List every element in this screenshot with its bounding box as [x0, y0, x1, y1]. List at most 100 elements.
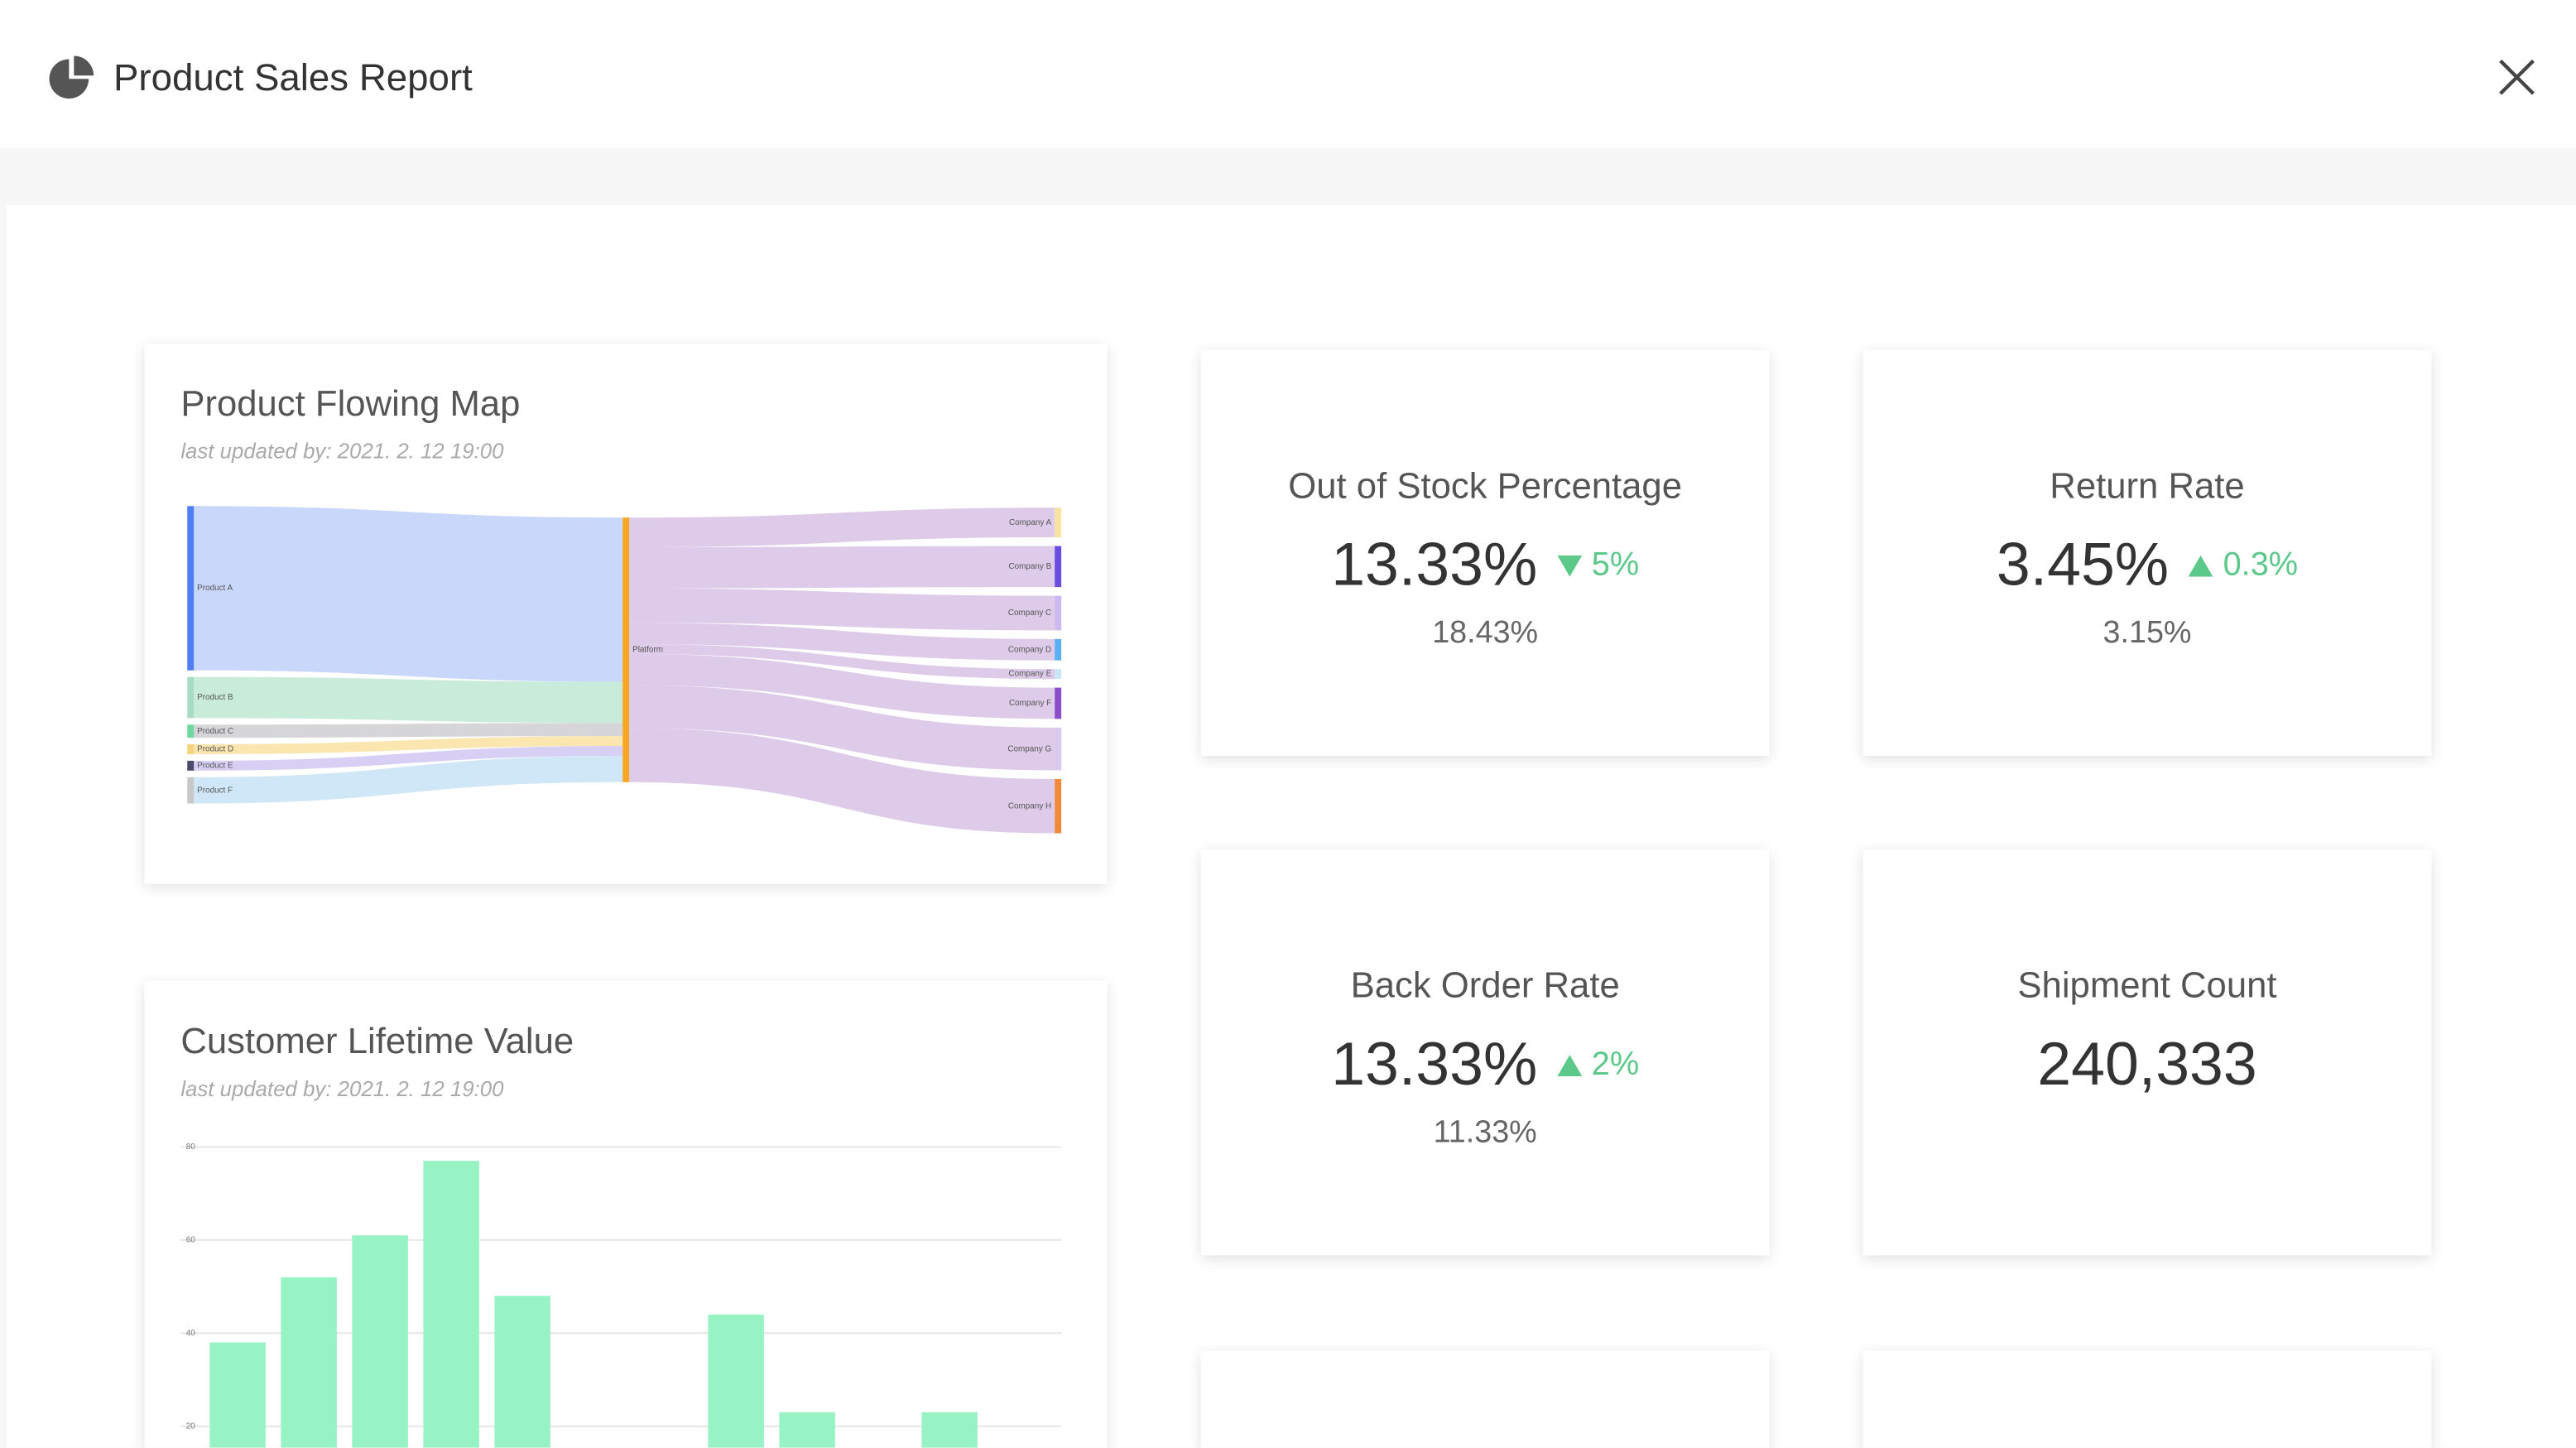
sankey-node [1055, 727, 1062, 771]
trend-arrow [1557, 554, 1582, 576]
bar [352, 1235, 408, 1448]
trend-arrow [2188, 554, 2213, 576]
arrow-shape [1557, 1054, 1582, 1075]
node-label: Platform [632, 646, 663, 655]
y-tick-label: 80 [186, 1143, 196, 1152]
sankey-node [1055, 687, 1062, 719]
sankey-node [187, 777, 195, 804]
bar [494, 1296, 550, 1448]
node-label: Product C [197, 727, 233, 736]
kpi-title: Return Rate [2050, 464, 2245, 507]
sankey-node [187, 506, 195, 671]
sankey-link [194, 746, 623, 771]
sankey-link [629, 588, 1055, 631]
kpi-change: 2% [1557, 1046, 1639, 1084]
bar [209, 1342, 266, 1448]
sankey-node [1055, 669, 1062, 680]
bar [708, 1314, 764, 1448]
node-label: Company D [1008, 645, 1051, 654]
kpi-change: 0.3% [2188, 546, 2299, 584]
kpi-title: Shipment Count [2017, 965, 2277, 1006]
node-label: Company B [1008, 562, 1051, 571]
bar [423, 1161, 479, 1448]
card-subtitle: last updated by: 2021. 2. 12 19:00 [180, 1075, 504, 1101]
kpi-card: Out of Stock Percentage 13.33% 5% 18.43% [1200, 349, 1770, 756]
sankey-node [1055, 638, 1062, 661]
sankey-node [187, 724, 195, 738]
kpi-previous: 3.15% [2103, 616, 2192, 651]
sankey-link [629, 685, 1055, 771]
close-button[interactable] [2497, 57, 2537, 97]
kpi-card: Shipment Count 240,333 [1862, 849, 2432, 1256]
kpi-change: 5% [1557, 546, 1639, 584]
kpi-value: 13.33% [1331, 1030, 1538, 1098]
y-tick-label: 20 [186, 1422, 196, 1431]
node-label: Product F [197, 786, 233, 795]
report-icon [49, 55, 94, 99]
trend-arrow [1557, 1054, 1582, 1075]
bar [281, 1277, 337, 1448]
card-subtitle: last updated by: 2021. 2. 12 19:00 [180, 438, 504, 464]
node-label: Product A [197, 584, 233, 593]
kpi-title: Back Order Rate [1350, 965, 1620, 1006]
kpi-value: 3.45% [1996, 531, 2170, 599]
y-tick-label: 40 [186, 1329, 196, 1338]
kpi-change-text: 0.3% [2223, 546, 2299, 583]
kpi-title: Out of Stock Percentage [1288, 464, 1683, 507]
kpi-previous: 18.43% [1432, 616, 1539, 651]
node-label: Company F [1009, 699, 1051, 708]
sankey-node [1055, 778, 1062, 834]
y-tick-label: 60 [186, 1235, 196, 1244]
bar [779, 1412, 835, 1448]
node-label: Company C [1008, 609, 1051, 618]
sankey-link [629, 728, 1055, 834]
card-title: Customer Lifetime Value [180, 1020, 574, 1062]
sankey-link [629, 546, 1055, 589]
kpi-value-row: 240,333 [1863, 1030, 2432, 1099]
sankey-node [1055, 595, 1062, 631]
sankey-link [194, 506, 623, 682]
kpi-value: 13.33% [1331, 531, 1538, 599]
node-label: Company G [1007, 744, 1051, 753]
empty-card [1200, 1350, 1770, 1448]
kpi-change-text: 5% [1591, 546, 1640, 583]
hub-node [622, 517, 630, 782]
arrow-shape [2188, 554, 2213, 576]
sankey-link [194, 736, 623, 754]
sankey-link [194, 755, 623, 804]
sankey-link [629, 653, 1055, 719]
sankey-node [1055, 508, 1062, 537]
node-label: Product D [197, 745, 233, 754]
node-label: Company H [1008, 801, 1051, 811]
kpi-value-row: 13.33% 2% [1201, 1030, 1770, 1099]
bar [921, 1412, 978, 1448]
kpi-value-row: 13.33% 5% [1201, 531, 1770, 599]
header: Product Sales Report [0, 0, 2576, 148]
sankey-node [1055, 546, 1062, 588]
sankey-link [629, 623, 1055, 661]
empty-card [1862, 1350, 2432, 1448]
node-label: Product B [197, 693, 233, 702]
arrow-shape [1557, 554, 1582, 576]
kpi-value-row: 3.45% 0.3% [1863, 531, 2432, 599]
sankey-node [187, 744, 195, 754]
node-label: Product E [197, 761, 233, 770]
kpi-card: Back Order Rate 13.33% 2% 11.33% [1200, 849, 1770, 1256]
sankey-node [187, 760, 195, 771]
sankey-link [194, 676, 623, 724]
report-title: Product Sales Report [113, 55, 473, 99]
card-title: Product Flowing Map [180, 382, 521, 425]
sankey-link [629, 644, 1055, 680]
sankey-link [194, 723, 623, 738]
kpi-card: Return Rate 3.45% 0.3% 3.15% [1862, 349, 2432, 756]
kpi-change-text: 2% [1591, 1046, 1640, 1082]
kpi-previous: 11.33% [1433, 1115, 1537, 1151]
sankey-node [187, 676, 195, 719]
sankey-link [629, 508, 1055, 547]
kpi-value: 240,333 [2037, 1030, 2257, 1098]
node-label: Company A [1009, 518, 1052, 527]
node-label: Company E [1008, 670, 1051, 679]
